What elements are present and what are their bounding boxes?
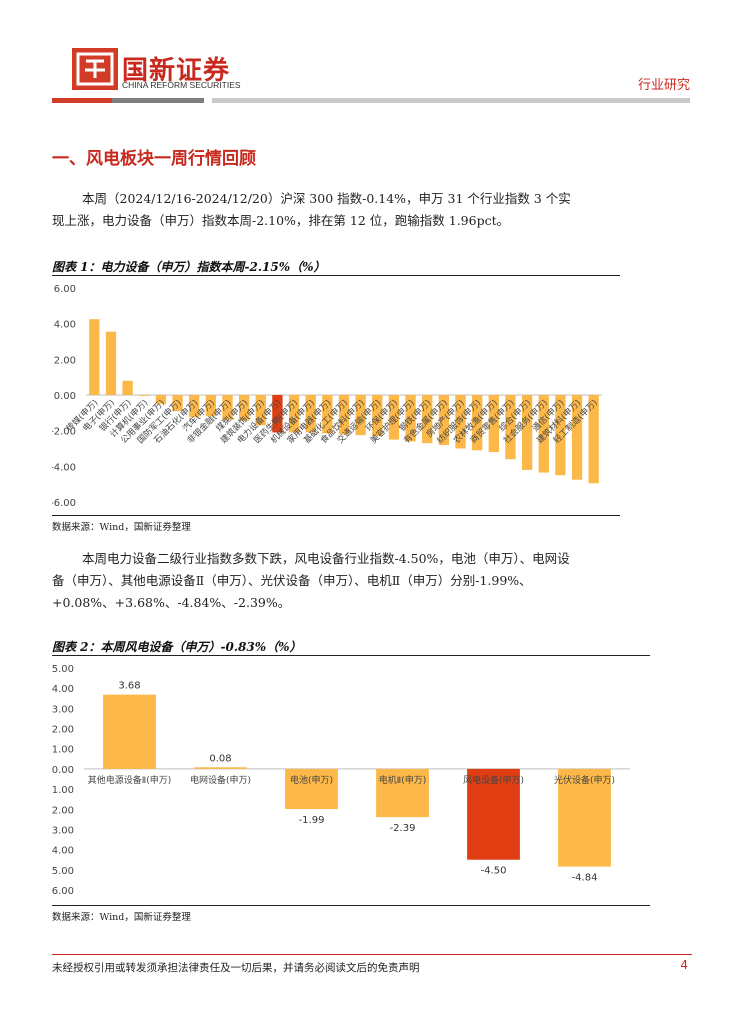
- figure1-source: 数据来源：Wind，国新证券整理: [52, 522, 191, 533]
- brand-name-en: CHINA REFORM SECURITIES: [122, 80, 241, 90]
- figure2-title: 图表 2：本周风电设备（申万）-0.83%（%）: [52, 640, 302, 654]
- y-tick-label: 5.00: [52, 664, 74, 675]
- bar: [505, 395, 516, 460]
- bar-value-label: -4.84: [572, 873, 598, 884]
- bar: [305, 395, 316, 433]
- x-category-label: 风电设备(申万): [463, 774, 524, 786]
- bar: [322, 395, 333, 434]
- bar: [558, 768, 611, 867]
- figure2-top-rule: [52, 655, 650, 656]
- y-tick-label: -4.00: [52, 846, 74, 857]
- x-category-label: 光伏设备(申万): [554, 774, 615, 786]
- brand-logo-icon: [72, 48, 118, 90]
- x-category-label: 电网设备(申万): [190, 774, 251, 786]
- footer-rule: [52, 954, 692, 955]
- header-accent-bar: [52, 98, 112, 103]
- figure2-bottom-rule: [52, 905, 650, 906]
- bar: [488, 395, 499, 453]
- bar: [355, 395, 366, 436]
- bar-value-label: -1.99: [299, 815, 325, 826]
- bar-value-label: 0.08: [209, 753, 231, 764]
- x-category-label: 电机Ⅱ(申万): [379, 774, 426, 786]
- bar: [571, 395, 583, 480]
- paragraph-weekly-summary: 本周（2024/12/16-2024/12/20）沪深 300 指数-0.14%…: [52, 191, 571, 228]
- figure1-top-rule: [52, 275, 620, 276]
- bar: [285, 768, 338, 810]
- bar: [155, 395, 167, 404]
- bar: [555, 395, 566, 476]
- bar: [105, 331, 117, 395]
- y-tick-label: 4.00: [54, 320, 76, 331]
- x-category-label: 其他电源设备Ⅱ(申万): [88, 774, 171, 786]
- bar: [205, 395, 216, 417]
- bar: [538, 395, 549, 473]
- y-tick-label: -5.00: [52, 866, 74, 877]
- y-tick-label: -4.00: [52, 462, 76, 473]
- brand-name: 国新证券: [122, 56, 231, 86]
- y-tick-label: 1.00: [52, 745, 74, 756]
- bar: [405, 395, 416, 442]
- bar: [455, 395, 466, 449]
- header-gray-bar: [112, 98, 204, 103]
- y-tick-label: 2.00: [52, 725, 74, 736]
- y-tick-label: -2.00: [52, 805, 74, 816]
- bar: [438, 395, 450, 445]
- page-number: 4: [680, 958, 688, 972]
- section-title: 一、风电板块一周行情回顾: [52, 149, 256, 169]
- bar: [189, 395, 200, 418]
- figure1-chart: 6.004.002.000.00-2.00-4.00-6.00传媒(申万)电子(…: [52, 284, 602, 509]
- y-tick-label: 2.00: [54, 355, 76, 366]
- bar: [338, 395, 350, 435]
- bar: [139, 395, 150, 396]
- bar: [467, 768, 520, 860]
- bar: [422, 395, 433, 444]
- bar: [376, 768, 429, 818]
- bar: [122, 380, 133, 395]
- bar: [272, 395, 283, 433]
- bar: [588, 395, 599, 484]
- bar-value-label: 3.68: [118, 681, 140, 692]
- y-tick-label: -6.00: [52, 886, 74, 897]
- bar: [222, 395, 233, 420]
- bar: [194, 767, 247, 769]
- bar: [238, 395, 250, 421]
- bar-value-label: -2.39: [390, 823, 416, 834]
- paragraph-subsector-summary: 本周电力设备二级行业指数多数下跌，风电设备行业指数-4.50%，电池（申万）、电…: [52, 551, 570, 610]
- header-light-bar: [212, 98, 690, 103]
- y-tick-label: -2.00: [52, 427, 76, 438]
- bar: [472, 395, 483, 451]
- figure2-source: 数据来源：Wind，国新证券整理: [52, 912, 191, 923]
- bar: [388, 395, 400, 440]
- bar: [288, 395, 300, 433]
- y-tick-label: -6.00: [52, 498, 76, 509]
- y-tick-label: 6.00: [54, 284, 76, 295]
- footer-disclaimer: 未经授权引用或转发须承担法律责任及一切后果，并请务必阅读文后的免责声明: [52, 962, 420, 974]
- bar: [103, 694, 156, 769]
- figure1-bottom-rule: [52, 515, 620, 516]
- bar: [89, 319, 100, 395]
- figure1-title: 图表 1：电力设备（申万）指数本周-2.15%（%）: [52, 260, 326, 274]
- figure2-chart: 5.00 4.00 3.00 2.00 1.00 0.00 -1.00 -2.00 -3.00 -…: [52, 664, 630, 897]
- y-tick-label: 0.00: [54, 391, 76, 402]
- y-tick-label: 0.00: [52, 765, 74, 776]
- bar: [255, 395, 266, 426]
- y-tick-label: -1.00: [52, 785, 74, 796]
- bar: [521, 395, 533, 470]
- y-tick-label: -3.00: [52, 825, 74, 836]
- y-tick-label: 3.00: [52, 704, 74, 715]
- y-tick-label: 4.00: [52, 684, 74, 695]
- bar-value-label: -4.50: [481, 866, 507, 877]
- report-category: 行业研究: [637, 78, 690, 93]
- bar: [172, 395, 183, 412]
- x-category-label: 电池(申万): [290, 774, 333, 786]
- bar: [372, 395, 383, 437]
